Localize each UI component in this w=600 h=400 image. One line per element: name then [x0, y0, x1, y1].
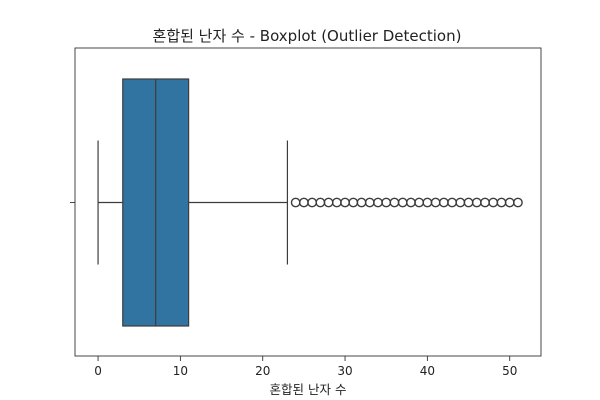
x-axis: 0 10 20 30 40 50: [94, 356, 517, 378]
x-tick-label: 0: [94, 364, 102, 378]
plot-area-frame: [74, 47, 542, 357]
x-axis-label: 혼합된 난자 수: [270, 382, 347, 397]
x-tick-label: 50: [502, 364, 517, 378]
chart-title: 혼합된 난자 수 - Boxplot (Outlier Detection): [153, 27, 462, 45]
x-tick-label: 30: [337, 364, 352, 378]
x-tick-label: 10: [173, 364, 188, 378]
x-tick-label: 20: [255, 364, 270, 378]
x-tick-label: 40: [420, 364, 435, 378]
boxplot-series: [97, 78, 289, 327]
outlier-point: [513, 197, 523, 208]
outlier-points: [290, 197, 523, 208]
